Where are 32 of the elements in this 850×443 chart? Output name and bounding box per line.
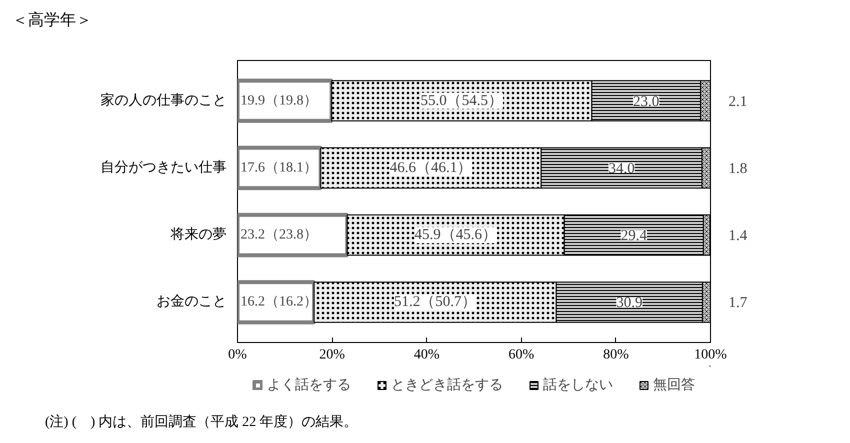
x-tick-label: 40% xyxy=(414,348,440,362)
x-tick-label: 100% xyxy=(694,348,728,362)
text: (注) ( ) 内は、前回調査（平成 22 年度）の結果。 xyxy=(45,413,358,432)
data-label: 2.1 xyxy=(728,94,748,110)
x-tick-label: 80% xyxy=(603,348,630,362)
legend-label: よく話をする xyxy=(267,376,351,394)
x-tick-label: 0% xyxy=(228,348,248,362)
data-label: 1.8 xyxy=(728,160,748,177)
data-label: 45.9（45.6） xyxy=(414,227,498,244)
data-label: 30.9 xyxy=(616,295,643,312)
data-label: 1.7 xyxy=(728,295,748,312)
y-tick-label: 家の人の仕事のこと xyxy=(100,92,226,108)
data-label: 19.9（19.8） xyxy=(240,93,318,108)
x-tick-label: 60% xyxy=(508,348,534,362)
legend-label: 無回答 xyxy=(653,376,695,394)
x-tick-label: 20% xyxy=(319,348,346,362)
data-label: 51.2（50.7） xyxy=(394,294,476,310)
legend-label: ときどき話をする xyxy=(391,376,503,394)
y-tick-label: お金のこと xyxy=(156,294,226,310)
data-label: 23.0 xyxy=(633,94,660,110)
text: ＜高学年＞ xyxy=(12,10,92,31)
y-tick-label: 自分がつきたい仕事 xyxy=(100,159,226,176)
data-label: 29.4 xyxy=(620,228,648,244)
data-label: 17.6（18.1） xyxy=(240,160,318,176)
data-label: 55.0（54.5） xyxy=(420,92,503,109)
legend-label: 話をしない xyxy=(543,376,613,394)
data-label: 16.2（16.2） xyxy=(240,294,318,310)
y-tick-label: 将来の夢 xyxy=(170,226,226,243)
data-label: 23.2（23.8） xyxy=(240,228,318,243)
data-label: 46.6（46.1） xyxy=(390,160,472,176)
data-label: 1.4 xyxy=(728,228,748,244)
data-label: 34.0 xyxy=(608,160,635,177)
